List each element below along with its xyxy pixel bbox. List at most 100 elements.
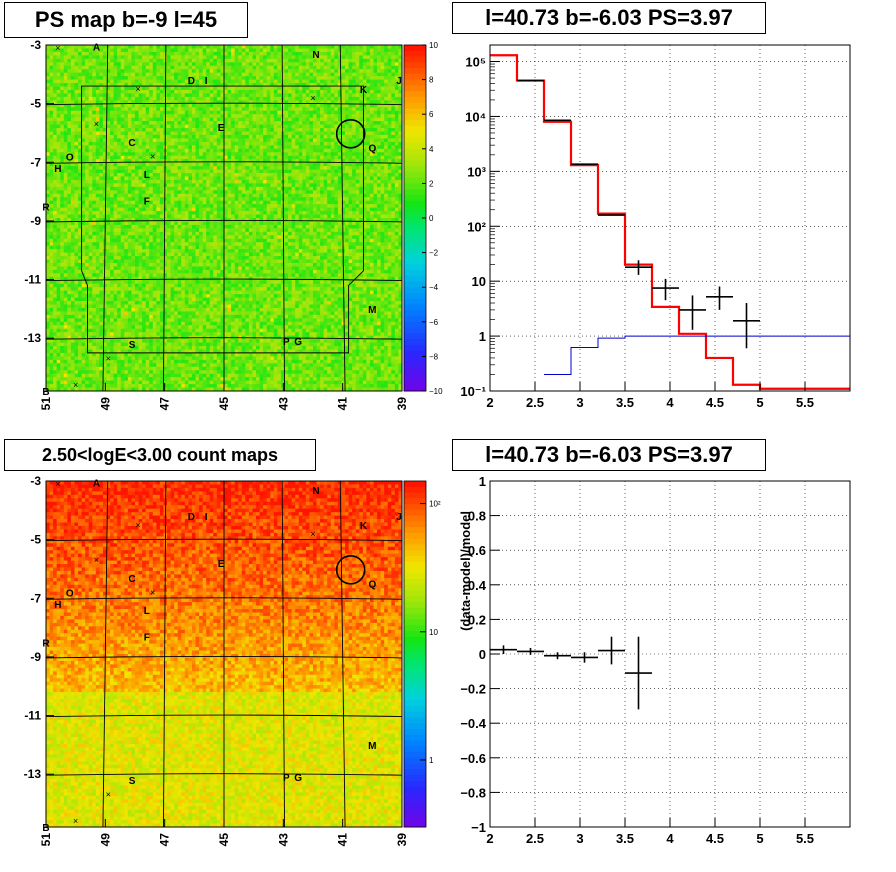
heatmap-cell <box>188 249 193 253</box>
heatmap-cell <box>188 96 193 101</box>
heatmap-cell <box>110 363 115 368</box>
heatmap-cell <box>102 58 107 63</box>
heatmap-cell <box>206 231 211 236</box>
heatmap-cell <box>170 342 175 347</box>
heatmap-cell <box>174 138 179 143</box>
heatmap-cell <box>74 179 79 184</box>
heatmap-cell <box>195 124 200 129</box>
heatmap-cell <box>181 62 186 67</box>
heatmap-cell <box>70 366 75 371</box>
heatmap-cell <box>117 352 122 357</box>
heatmap-cell <box>46 159 50 164</box>
heatmap-cell <box>181 325 186 330</box>
heatmap-cell <box>88 294 93 298</box>
heatmap-cell <box>163 276 168 281</box>
heatmap-cell <box>220 48 225 53</box>
heatmap-cell <box>138 141 143 146</box>
heatmap-cell <box>138 262 143 267</box>
heatmap-cell <box>78 238 82 243</box>
heatmap-cell <box>60 349 65 354</box>
heatmap-cell <box>149 145 154 150</box>
heatmap-cell <box>56 93 61 98</box>
heatmap-cell <box>206 387 211 391</box>
heatmap-cell <box>181 197 186 202</box>
heatmap-cell <box>127 290 132 295</box>
heatmap-cell <box>106 110 111 115</box>
heatmap-cell <box>213 352 218 357</box>
heatmap-cell <box>206 141 211 146</box>
heatmap-cell <box>170 377 175 382</box>
heatmap-cell <box>113 242 118 247</box>
heatmap-cell <box>216 145 221 150</box>
heatmap-cell <box>195 304 200 309</box>
heatmap-cell <box>127 69 132 74</box>
heatmap-cell <box>145 152 150 157</box>
heatmap-cell <box>131 86 136 91</box>
heatmap-cell <box>138 304 143 309</box>
heatmap-cell <box>195 110 200 115</box>
heatmap-cell <box>145 352 150 357</box>
heatmap-cell <box>142 148 147 153</box>
heatmap-cell <box>220 349 225 354</box>
heatmap-cell <box>70 294 75 298</box>
heatmap-cell <box>213 124 218 129</box>
heatmap-cell <box>145 224 150 229</box>
heatmap-cell <box>188 138 193 143</box>
heatmap-cell <box>63 207 68 212</box>
heatmap-cell <box>163 283 168 288</box>
heatmap-cell <box>110 197 115 202</box>
heatmap-cell <box>88 124 93 129</box>
heatmap-cell <box>67 318 72 323</box>
heatmap-cell <box>92 48 97 53</box>
heatmap-cell <box>138 214 143 219</box>
heatmap-cell <box>202 117 207 122</box>
heatmap-cell <box>70 266 75 271</box>
heatmap-cell <box>46 51 50 56</box>
heatmap-cell <box>46 266 50 271</box>
heatmap-cell <box>149 124 154 129</box>
heatmap-cell <box>149 307 154 312</box>
heatmap-cell <box>163 231 168 236</box>
heatmap-cell <box>149 148 154 153</box>
heatmap-cell <box>209 266 214 271</box>
heatmap-cell <box>220 297 225 302</box>
heatmap-cell <box>92 124 97 129</box>
heatmap-cell <box>95 283 100 288</box>
heatmap-cell <box>181 290 186 295</box>
heatmap-cell <box>142 96 147 101</box>
heatmap-cell <box>191 297 196 302</box>
heatmap-cell <box>88 387 93 391</box>
heatmap-cell <box>113 287 118 292</box>
heatmap-cell <box>124 352 129 357</box>
heatmap-cell <box>138 242 143 247</box>
heatmap-cell <box>127 162 132 167</box>
heatmap-cell <box>202 148 207 153</box>
heatmap-cell <box>81 366 86 371</box>
heatmap-cell <box>56 242 61 247</box>
heatmap-cell <box>85 93 90 98</box>
heatmap-cell <box>88 83 93 87</box>
heatmap-cell <box>170 55 175 60</box>
heatmap-cell <box>145 221 150 226</box>
heatmap-cell <box>131 121 136 125</box>
heatmap-cell <box>156 83 161 87</box>
heatmap-cell <box>124 148 129 153</box>
heatmap-cell <box>70 131 75 136</box>
heatmap-cell <box>195 207 200 212</box>
heatmap-cell <box>149 301 154 305</box>
heatmap-cell <box>184 384 189 388</box>
heatmap-cell <box>74 235 79 240</box>
heatmap-cell <box>184 387 189 391</box>
heatmap-cell <box>131 190 136 195</box>
heatmap-cell <box>216 138 221 143</box>
heatmap-cell <box>152 363 157 368</box>
heatmap-cell <box>127 363 132 368</box>
heatmap-cell <box>191 228 196 233</box>
heatmap-cell <box>177 155 182 160</box>
heatmap-cell <box>188 280 193 285</box>
heatmap-cell <box>206 214 211 219</box>
heatmap-cell <box>95 346 100 350</box>
heatmap-cell <box>135 173 139 177</box>
heatmap-cell <box>199 339 204 343</box>
heatmap-cell <box>159 141 164 146</box>
